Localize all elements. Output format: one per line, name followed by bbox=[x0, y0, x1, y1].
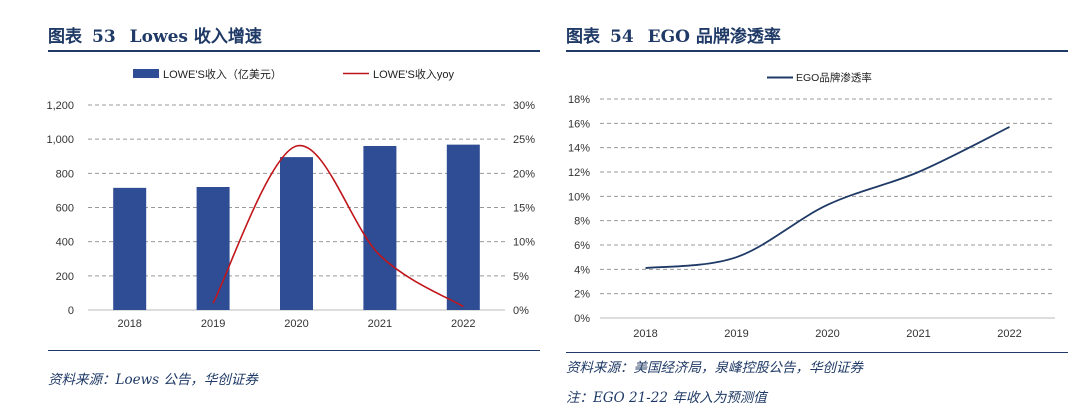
y-tick-label-left: 800 bbox=[56, 168, 74, 180]
y-tick-label-left: 600 bbox=[56, 203, 74, 215]
title-rule bbox=[48, 50, 540, 52]
y-tick-label: 10% bbox=[568, 191, 590, 203]
x-tick-label: 2019 bbox=[724, 328, 748, 340]
figure-number: 53 bbox=[92, 27, 116, 47]
x-tick-label: 2018 bbox=[633, 328, 657, 340]
y-tick-label-left: 1,000 bbox=[46, 134, 74, 146]
penetration-line bbox=[645, 126, 1010, 270]
y-tick-label: 4% bbox=[574, 264, 590, 276]
x-tick-label: 2022 bbox=[451, 318, 475, 330]
y-tick-label-right: 15% bbox=[513, 203, 535, 215]
x-tick-label: 2019 bbox=[201, 318, 225, 330]
ego-penetration-chart: 0% 2% 4% 6% 8% 10% 12% 14% 16% 18% 2018 2019 2020 202… bbox=[568, 71, 1055, 340]
x-tick-label: 2020 bbox=[284, 318, 308, 330]
source-rule bbox=[566, 352, 1068, 353]
bar-2020 bbox=[280, 157, 313, 310]
y-tick-label-right: 30% bbox=[513, 100, 535, 112]
y-tick-label-left: 0 bbox=[68, 305, 74, 317]
figure-title: 图表 54 EGO 品牌渗透率 bbox=[566, 22, 781, 47]
title-rule bbox=[566, 50, 1068, 52]
figure-number: 54 bbox=[610, 27, 634, 47]
y-tick-label-left: 1,200 bbox=[46, 100, 74, 112]
bar-2019 bbox=[196, 187, 230, 310]
y-tick-label: 14% bbox=[568, 143, 590, 155]
figure-title-text: EGO 品牌渗透率 bbox=[647, 27, 781, 47]
y-tick-label: 6% bbox=[574, 240, 590, 252]
y-tick-label-left: 400 bbox=[56, 237, 74, 249]
figure-title-text: Lowes 收入增速 bbox=[129, 27, 262, 47]
y-tick-label: 2% bbox=[574, 289, 590, 301]
y-tick-label-left: 200 bbox=[56, 271, 74, 283]
x-tick-label: 2018 bbox=[117, 318, 141, 330]
bar-2021 bbox=[363, 146, 397, 310]
legend-label-bar: LOWE'S收入（亿美元） bbox=[163, 67, 282, 81]
x-tick-label: 2021 bbox=[906, 328, 930, 340]
source-note: 资料来源：美国经济局，泉峰控股公告，华创证券 bbox=[566, 360, 863, 376]
x-tick-label: 2021 bbox=[368, 318, 392, 330]
source-rule bbox=[48, 350, 540, 351]
y-tick-label-right: 0% bbox=[513, 305, 529, 317]
lowes-revenue-chart: 0 200 400 600 800 1,000 1,200 0% 5% 10% 15% 20% 25% 3… bbox=[46, 67, 535, 330]
y-tick-label: 18% bbox=[568, 94, 590, 106]
bar-2018 bbox=[113, 187, 147, 310]
figure-title: 图表 53 Lowes 收入增速 bbox=[48, 22, 262, 47]
y-tick-label: 16% bbox=[568, 118, 590, 130]
x-tick-label: 2020 bbox=[815, 328, 839, 340]
y-tick-label: 0% bbox=[574, 313, 590, 325]
y-tick-label-right: 10% bbox=[513, 237, 535, 249]
y-tick-label-right: 25% bbox=[513, 134, 535, 146]
bar-2022 bbox=[446, 144, 480, 310]
footnote: 注：EGO 21-22 年收入为预测值 bbox=[566, 390, 767, 406]
x-tick-label: 2022 bbox=[997, 328, 1021, 340]
figure-panel-ego: 图表 54 EGO 品牌渗透率 0% 2% 4% 6% 8% 10% 12% 14% 16% 18% 2… bbox=[560, 0, 1080, 410]
y-tick-label-right: 20% bbox=[513, 168, 535, 180]
figure-label: 图表 bbox=[48, 27, 82, 47]
figure-label: 图表 bbox=[566, 27, 600, 47]
figure-panel-lowes: 图表 53 Lowes 收入增速 0 200 400 600 800 1,000 1,200 0%… bbox=[46, 22, 540, 388]
legend-label: EGO品牌渗透率 bbox=[796, 71, 872, 84]
legend-label-line: LOWE'S收入yoy bbox=[373, 67, 454, 81]
y-tick-label: 8% bbox=[574, 216, 590, 228]
legend-swatch-bar bbox=[133, 69, 159, 78]
y-tick-label-right: 5% bbox=[513, 271, 529, 283]
source-note: 资料来源：Loews 公告，华创证券 bbox=[48, 372, 258, 388]
yoy-line bbox=[212, 145, 464, 308]
y-tick-label: 12% bbox=[568, 167, 590, 179]
